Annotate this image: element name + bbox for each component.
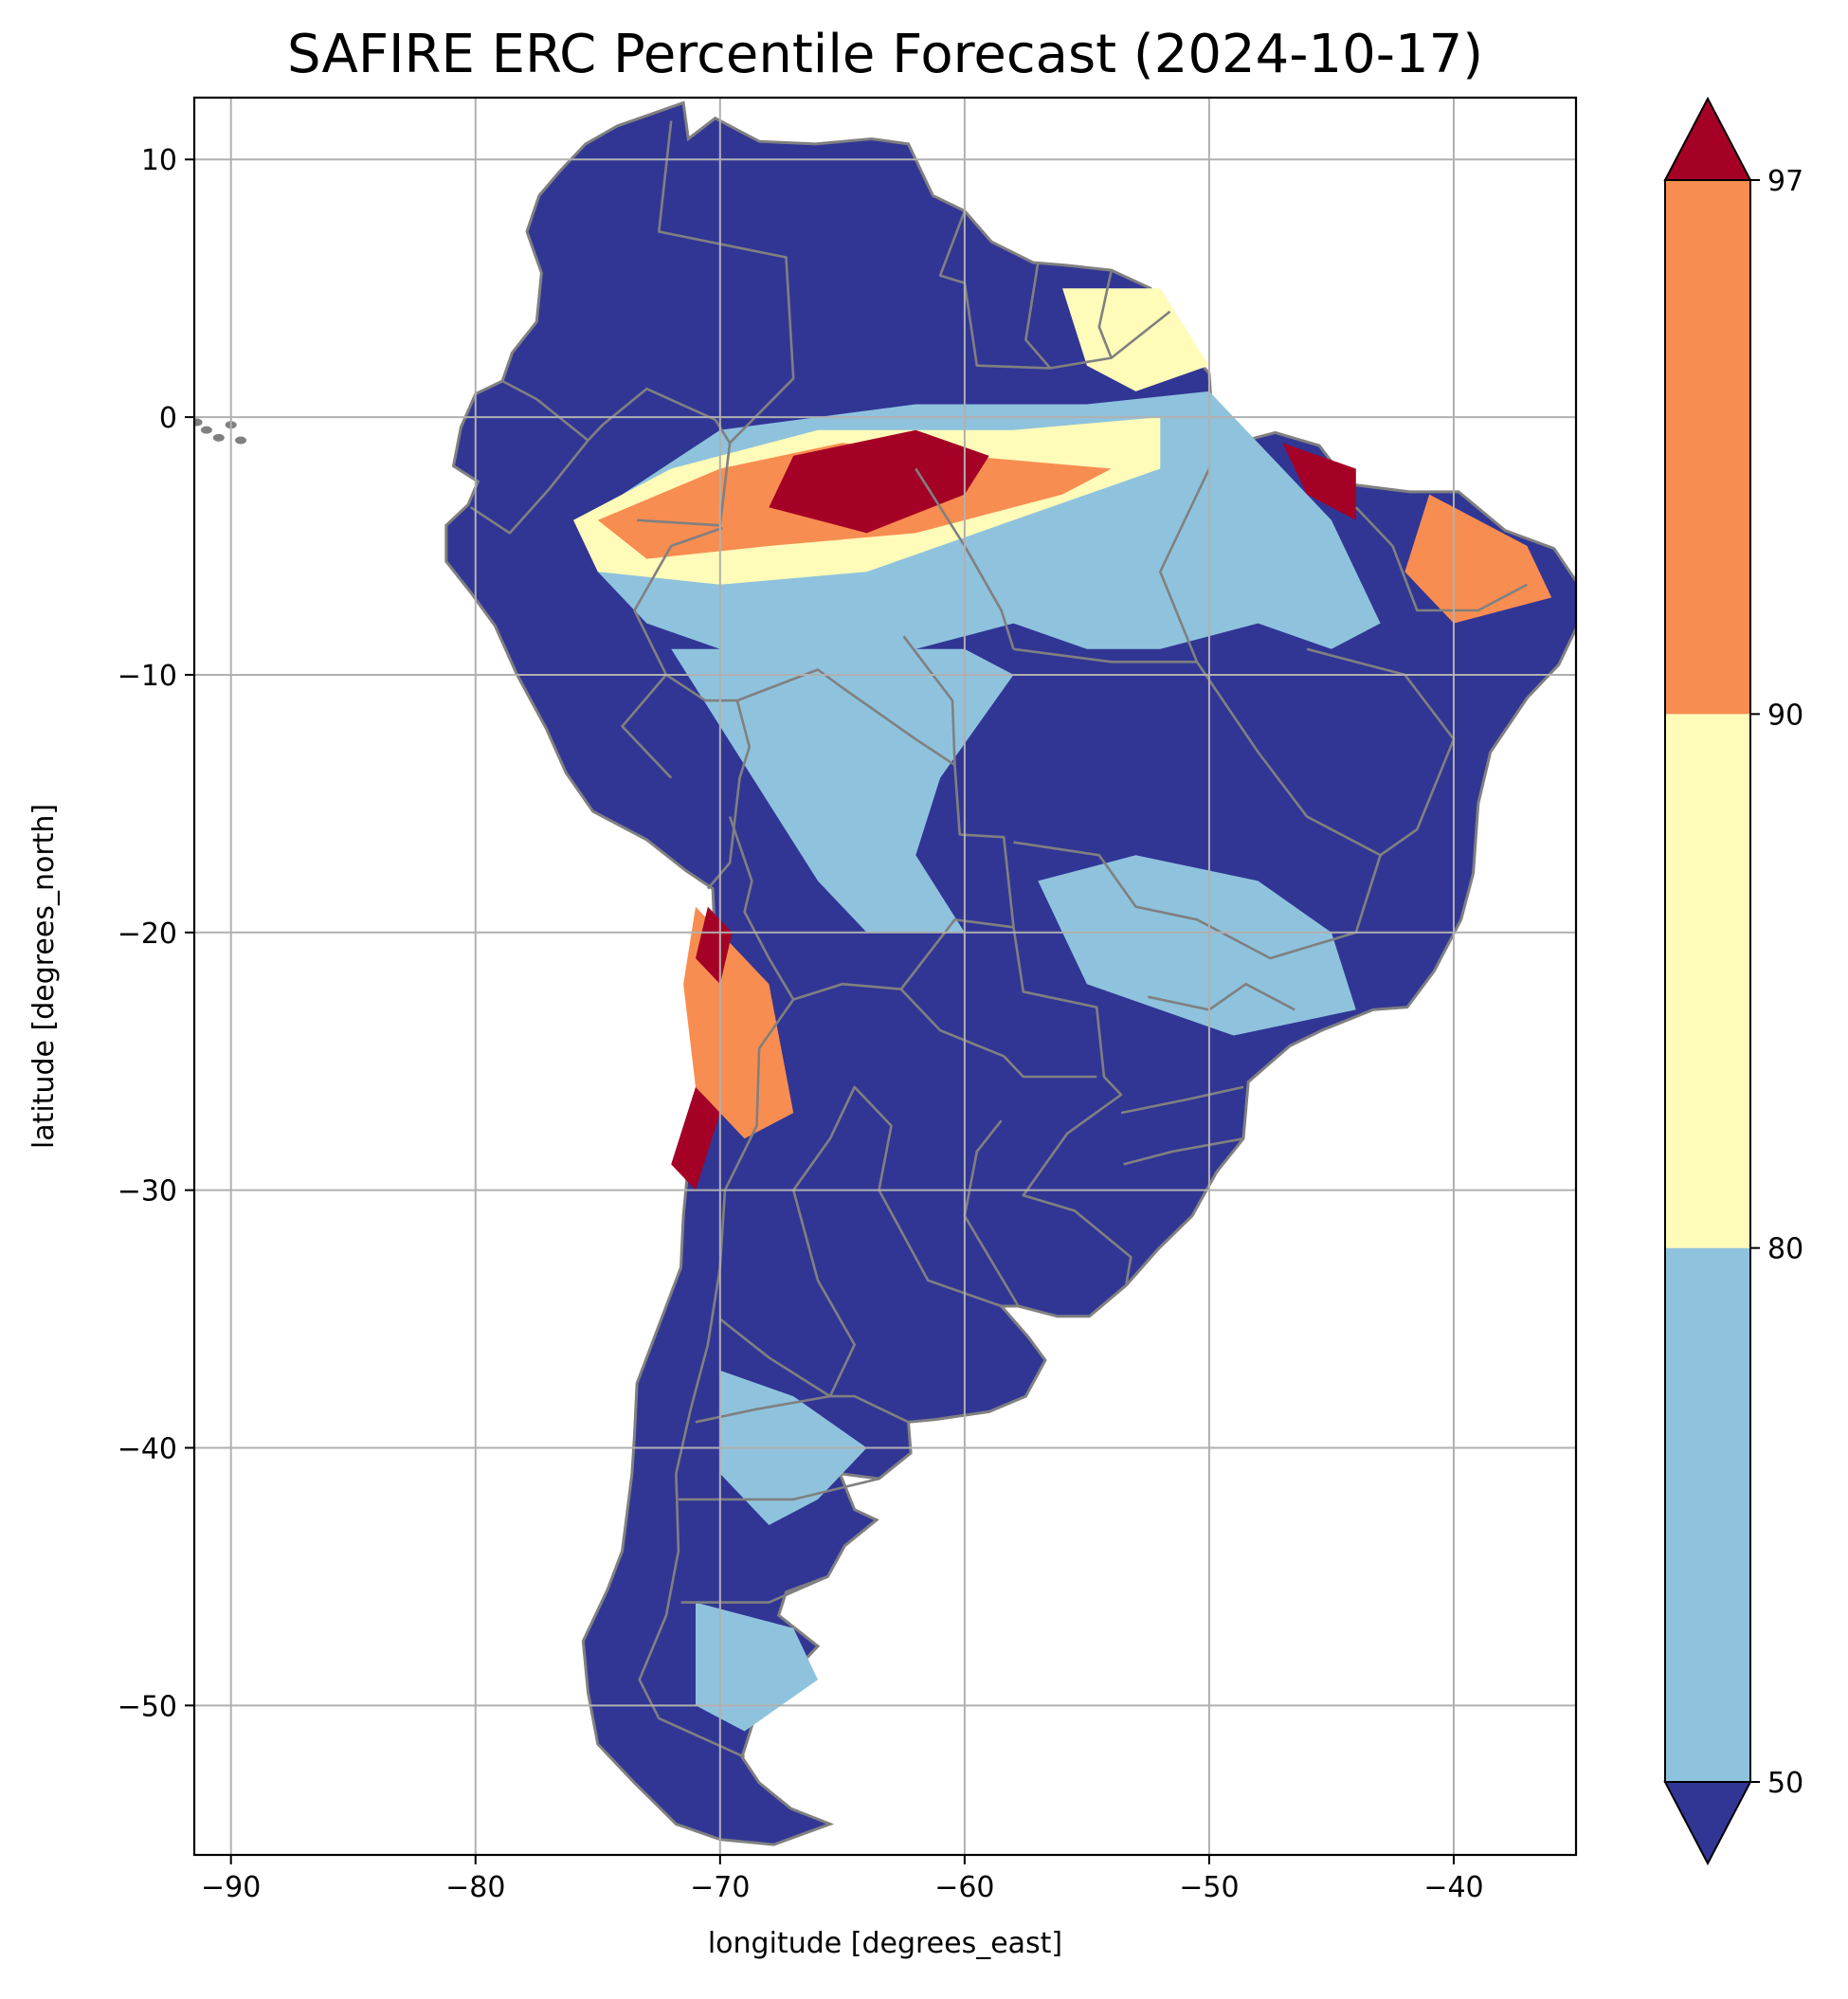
- y-tick-label: 0: [159, 402, 177, 435]
- x-axis-label: longitude [degrees_east]: [708, 1927, 1062, 1960]
- colorbar-tick-label: 97: [1767, 165, 1803, 198]
- colorbar-segment-80-90: [1665, 714, 1750, 1248]
- y-tick-label: −20: [118, 918, 177, 951]
- galapagos-island: [200, 426, 212, 434]
- colorbar-tick-label: 50: [1767, 1767, 1803, 1800]
- border-line: [678, 1477, 879, 1501]
- y-tick-label: −40: [118, 1432, 177, 1465]
- amazon-central-percentile-50-80: [671, 648, 1014, 933]
- y-tick-label: 10: [141, 144, 177, 177]
- border-line: [915, 467, 1015, 650]
- map-layer: [194, 100, 1576, 1846]
- colorbar-segment-50-80: [1665, 1247, 1750, 1782]
- patagonia-south-percentile-50-80: [696, 1602, 818, 1732]
- x-tick-label: −40: [1423, 1871, 1483, 1904]
- y-axis-label: latitude [degrees_north]: [27, 804, 61, 1149]
- y-axis-ticks: 10 0 −10 −20 −30 −40 −50: [118, 144, 194, 1723]
- colorbar: 50 80 90 97: [1663, 96, 1803, 1866]
- colorbar-extend-above: [1663, 96, 1752, 181]
- colorbar-tick-label: 80: [1767, 1233, 1803, 1266]
- border-line: [1013, 467, 1382, 960]
- country-borders: [194, 120, 1529, 1758]
- galapagos-island: [194, 418, 203, 427]
- plot-frame: [192, 96, 1578, 1857]
- border-line: [501, 379, 589, 442]
- border-line: [902, 635, 956, 766]
- andes-percentile-above-97: [696, 906, 733, 985]
- galapagos-island: [235, 436, 247, 445]
- colorbar-frame: [1664, 179, 1751, 1783]
- border-line: [680, 1575, 828, 1604]
- x-tick-label: −90: [201, 1871, 261, 1904]
- coast-maranhao-percentile-above-97: [1282, 443, 1356, 520]
- border-line: [963, 1119, 1020, 1307]
- border-line: [1013, 647, 1197, 663]
- colorbar-extend-below: [1663, 1781, 1752, 1866]
- border-line: [706, 700, 752, 890]
- y-tick-label: −10: [118, 660, 177, 693]
- border-line: [1354, 506, 1529, 612]
- border-line: [899, 988, 1097, 1079]
- x-axis-ticks: −90 −80 −70 −60 −50 −40: [201, 1855, 1484, 1904]
- border-line: [638, 998, 795, 1758]
- border-line: [1097, 269, 1113, 359]
- y-tick-label: −30: [118, 1175, 177, 1208]
- gridlines: [194, 98, 1576, 1855]
- south-america-land: [444, 100, 1576, 1846]
- x-tick-label: −70: [690, 1871, 750, 1904]
- border-line: [633, 526, 1132, 1286]
- colorbar-tick-label: 90: [1767, 699, 1803, 732]
- x-tick-label: −60: [934, 1871, 994, 1904]
- x-tick-label: −50: [1179, 1871, 1239, 1904]
- x-tick-label: −80: [445, 1871, 505, 1904]
- border-line: [1148, 982, 1295, 1011]
- border-line: [1024, 262, 1052, 370]
- border-line: [718, 1085, 1003, 1398]
- galapagos-island: [212, 433, 225, 442]
- brazil-southeast-percentile-50-80: [1038, 855, 1356, 1036]
- border-line: [1120, 1085, 1244, 1115]
- amazon-percentile-above-97: [769, 429, 989, 534]
- y-tick-label: −50: [118, 1690, 177, 1723]
- colorbar-segment-90-97: [1665, 180, 1750, 715]
- chile-central-percentile-above-97: [671, 1086, 720, 1190]
- border-line: [621, 674, 673, 779]
- chart-title: SAFIRE ERC Percentile Forecast (2024-10-…: [287, 24, 1483, 85]
- border-line: [1123, 1137, 1244, 1166]
- border-line: [695, 1394, 910, 1424]
- border-line: [469, 387, 732, 535]
